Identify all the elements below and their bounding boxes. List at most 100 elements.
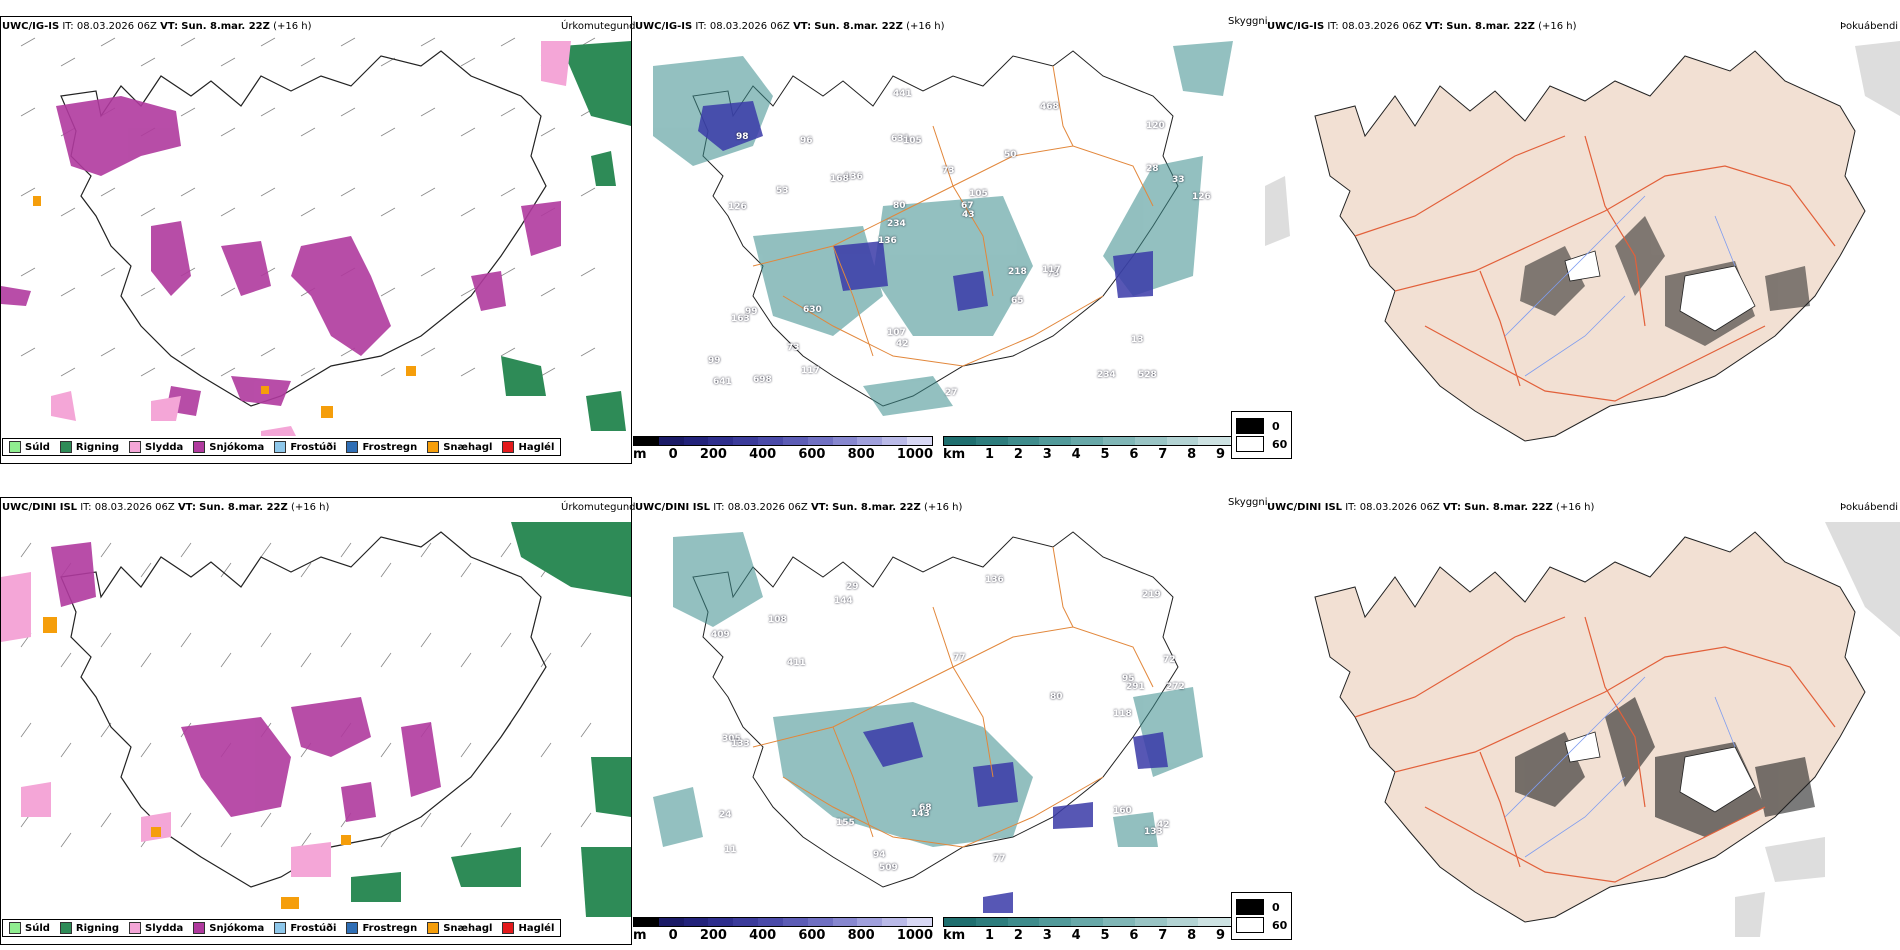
visibility-label: 94 <box>873 850 886 860</box>
visibility-label: 105 <box>969 189 988 199</box>
panel-title: Þokuábendi <box>1840 21 1899 32</box>
legend-item-frostregn: Frostregn <box>346 922 417 934</box>
visibility-label: 77 <box>953 653 966 663</box>
panel-header: UWC/DINI ISL IT: 08.03.2026 06Z VT: Sun.… <box>635 502 963 513</box>
legend-item-rigning: Rigning <box>59 922 119 934</box>
panel-title: Úrkomutegund <box>561 502 636 513</box>
visibility-label: 468 <box>1040 102 1059 112</box>
panel-header: UWC/IG-IS IT: 08.03.2026 06Z VT: Sun. 8.… <box>2 21 312 32</box>
panel-title: Úrkomutegund <box>561 21 636 32</box>
visibility-label: 163 <box>731 314 750 324</box>
visibility-label: 50 <box>1004 150 1017 160</box>
visibility-label: 68 <box>919 803 932 813</box>
visibility-label: 27 <box>945 388 958 398</box>
visibility-label: 528 <box>1138 370 1157 380</box>
visibility-unit: km <box>943 447 966 462</box>
visibility-label: 105 <box>903 136 922 146</box>
legend-item-frostudi: Frostúði <box>274 441 336 453</box>
visibility-label: 441 <box>893 89 912 99</box>
cloud-base-unit: m <box>633 447 647 462</box>
panel-title: Skyggni <box>1228 497 1268 508</box>
visibility-label: 126 <box>728 202 747 212</box>
legend-item-sudd: Súld <box>9 922 50 934</box>
fog-legend: 0 60 <box>1231 411 1293 459</box>
visibility-label: 72 <box>1163 655 1176 665</box>
visibility-label: 98 <box>736 132 749 142</box>
visibility-label: 409 <box>711 630 730 640</box>
visibility-label: 33 <box>1172 175 1185 185</box>
visibility-label: 95 <box>1122 674 1135 684</box>
visibility-label: 67 <box>961 201 974 211</box>
visibility-label: 53 <box>776 186 789 196</box>
panel-header: UWC/IG-IS IT: 08.03.2026 06Z VT: Sun. 8.… <box>635 21 945 32</box>
cloud-base-colorbar: m 0 200 400 600 800 1000 <box>633 436 933 462</box>
visibility-label: 107 <box>887 328 906 338</box>
visibility-label: 77 <box>993 854 1006 864</box>
cloud-map <box>653 41 1233 416</box>
cloud-map <box>653 531 1203 913</box>
legend-item-slydda: Slydda <box>129 922 183 934</box>
legend-item-frostregn: Frostregn <box>346 441 417 453</box>
fog-panel-2: UWC/DINI ISL IT: 08.03.2026 06Z VT: Sun.… <box>1231 493 1900 945</box>
visibility-label: 108 <box>768 615 787 625</box>
visibility-label: 117 <box>801 366 820 376</box>
visibility-label: 96 <box>800 136 813 146</box>
visibility-label: 144 <box>834 596 853 606</box>
visibility-label: 411 <box>787 658 806 668</box>
legend-item-snjokoma: Snjókoma <box>193 922 264 934</box>
cloud-labels-layer: 160 72 42 77 11 29 95 155 219 411 272 409 118 509 24 10… <box>633 517 1263 913</box>
fog-map <box>1265 41 1900 442</box>
fog-panel-1: UWC/IG-IS IT: 08.03.2026 06Z VT: Sun. 8.… <box>1231 12 1900 464</box>
visibility-label: 117 <box>1042 265 1061 275</box>
legend-item-haglel: Haglél <box>502 922 554 934</box>
visibility-label: 24 <box>719 810 732 820</box>
visibility-label: 272 <box>1166 682 1185 692</box>
visibility-label: 126 <box>1192 192 1211 202</box>
visibility-label: 218 <box>1008 267 1027 277</box>
iceland-coastline <box>60 50 547 407</box>
visibility-label: 234 <box>887 219 906 229</box>
panel-header: UWC/DINI ISL IT: 08.03.2026 06Z VT: Sun.… <box>1267 502 1595 513</box>
precip-map <box>1 522 631 917</box>
visibility-label: 698 <box>753 375 772 385</box>
visibility-label: 160 <box>1113 806 1132 816</box>
visibility-label: 136 <box>985 575 1004 585</box>
visibility-label: 73 <box>1047 269 1060 279</box>
visibility-label: 291 <box>1126 682 1145 692</box>
visibility-colorbar: km 12345678910 <box>943 917 1263 943</box>
legend-item-snaehagl: Snæhagl <box>427 922 492 934</box>
visibility-label: 28 <box>1146 164 1159 174</box>
legend-item-snjokoma: Snjókoma <box>193 441 264 453</box>
precip-map <box>1 37 631 436</box>
legend-item-snaehagl: Snæhagl <box>427 441 492 453</box>
visibility-label: 305 <box>722 734 741 744</box>
visibility-label: 73 <box>942 166 955 176</box>
visibility-label: 80 <box>1050 692 1063 702</box>
visibility-label: 42 <box>896 339 909 349</box>
visibility-label: 641 <box>713 377 732 387</box>
visibility-label: 80 <box>893 201 906 211</box>
visibility-label: 99 <box>745 307 758 317</box>
visibility-label: 136 <box>878 236 897 246</box>
visibility-label: 120 <box>1146 121 1165 131</box>
precip-type-panel-1: UWC/IG-IS IT: 08.03.2026 06Z VT: Sun. 8.… <box>0 12 636 464</box>
cloud-labels-layer: 528 126 120 136 50 698 631 73 99 136 99 73 105 105 73 9… <box>633 36 1263 432</box>
visibility-label: 11 <box>724 845 737 855</box>
visibility-label: 143 <box>911 809 930 819</box>
fog-legend: 0 60 <box>1231 892 1293 940</box>
visibility-colorbar: km 12345678910 <box>943 436 1263 462</box>
precip-type-panel-2: UWC/DINI ISL IT: 08.03.2026 06Z VT: Sun.… <box>0 493 636 945</box>
visibility-label: 43 <box>962 210 975 220</box>
panel-header: UWC/IG-IS IT: 08.03.2026 06Z VT: Sun. 8.… <box>1267 21 1577 32</box>
visibility-label: 630 <box>803 305 822 315</box>
visibility-label: 509 <box>879 863 898 873</box>
visibility-label: 631 <box>891 134 910 144</box>
visibility-label: 118 <box>1113 709 1132 719</box>
visibility-label: 133 <box>1144 827 1163 837</box>
visibility-label: 234 <box>1097 370 1116 380</box>
precip-legend: Súld Rigning Slydda Snjókoma Frostúði Fr… <box>2 438 562 456</box>
legend-item-frostudi: Frostúði <box>274 922 336 934</box>
visibility-label: 42 <box>1157 820 1170 830</box>
visibility-label: 29 <box>846 582 859 592</box>
visibility-label: 65 <box>1011 296 1024 306</box>
